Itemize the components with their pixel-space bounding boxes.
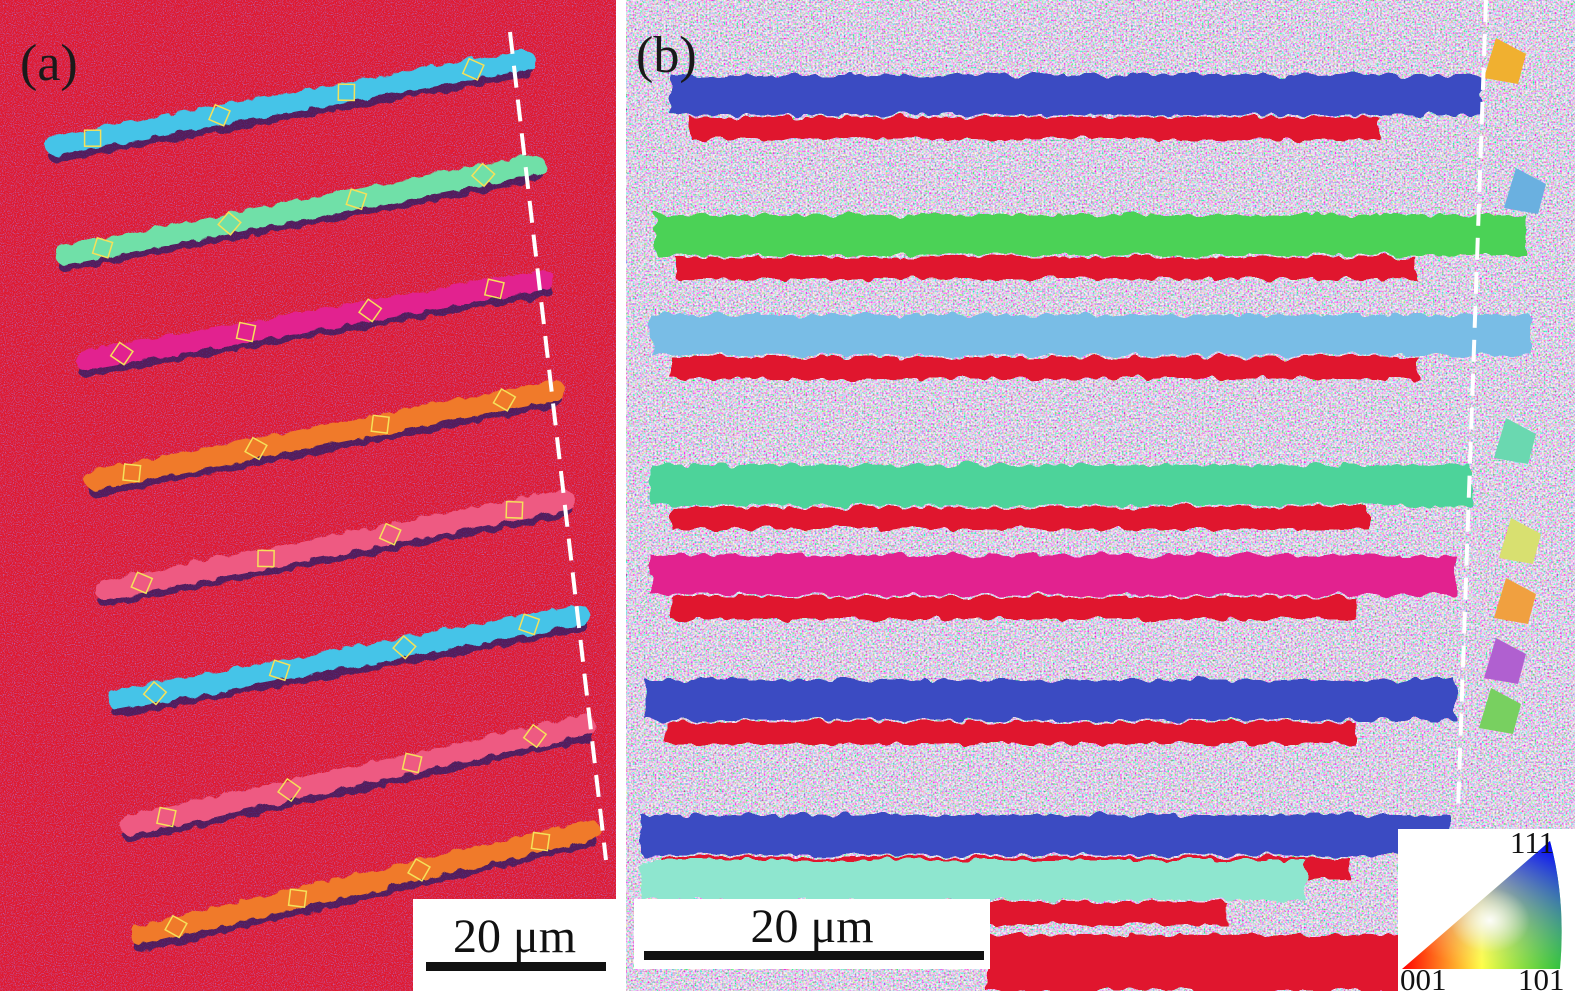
edge-grain-b xyxy=(1484,38,1526,84)
panel-a-ebsd-map: (a) 20 μm xyxy=(0,0,616,991)
orientation-cube-icon xyxy=(287,888,308,909)
red-underlayer-b xyxy=(676,257,1416,279)
panel-b-ebsd-map: (b) 20 μm xyxy=(626,0,1575,991)
orientation-cube-icon xyxy=(392,634,417,660)
grain-band-b xyxy=(641,815,1451,855)
orientation-cube-icon xyxy=(461,57,485,81)
red-underlayer-b xyxy=(666,722,1355,744)
orientation-cube-icon xyxy=(530,831,551,852)
orientation-cube-icon xyxy=(277,777,302,803)
orientation-cube-icon xyxy=(257,549,275,568)
grain-band-b xyxy=(651,465,1471,505)
ipf-pole-111: 111 xyxy=(1510,825,1555,860)
orientation-cube-icon xyxy=(91,236,114,259)
edge-grain-b xyxy=(1504,168,1546,214)
orientation-cube-icon xyxy=(156,806,177,828)
red-underlayer-b xyxy=(671,507,1368,529)
grain-bands-a xyxy=(45,50,600,952)
orientation-cubes-a xyxy=(83,57,551,939)
scale-bar-b: 20 μm xyxy=(634,899,990,969)
grain-band-a xyxy=(130,820,600,945)
boundary-dashed-line-a xyxy=(508,31,608,861)
grain-band-a xyxy=(55,155,545,265)
orientation-cube-icon xyxy=(268,659,291,682)
orientation-cube-icon xyxy=(483,278,505,300)
grain-band-a xyxy=(45,50,535,155)
edge-grains-b xyxy=(1479,38,1546,734)
red-underlayer-b xyxy=(691,117,1380,139)
scale-bar-label-a: 20 μm xyxy=(452,910,577,963)
grain-band-b xyxy=(656,215,1526,255)
orientation-cube-icon xyxy=(370,414,390,434)
grain-band-a xyxy=(85,380,565,490)
orientation-cube-icon xyxy=(208,103,231,127)
ipf-color-key: 111 001 101 xyxy=(1398,825,1575,997)
orientation-cube-icon xyxy=(407,857,431,882)
grain-band-b xyxy=(671,75,1481,115)
grain-band-b xyxy=(651,555,1456,595)
edge-grain-b xyxy=(1499,518,1541,564)
grain-band-a xyxy=(95,490,575,600)
panel-label-b: (b) xyxy=(636,27,697,84)
edge-grain-b xyxy=(1494,418,1536,464)
orientation-cube-icon xyxy=(122,463,142,483)
grain-bands-b xyxy=(641,75,1575,991)
orientation-cube-icon xyxy=(470,162,496,188)
panel-a-ipf-map xyxy=(0,0,616,991)
orientation-cube-icon xyxy=(142,680,168,706)
edge-grain-b xyxy=(1484,638,1526,684)
grain-band-a xyxy=(75,270,555,370)
grain-band-a xyxy=(120,715,595,835)
ipf-pole-101: 101 xyxy=(1518,962,1565,997)
edge-grain-b xyxy=(1494,578,1536,624)
orientation-cube-icon xyxy=(522,723,548,749)
orientation-cube-icon xyxy=(217,211,242,236)
orientation-cube-icon xyxy=(505,500,524,519)
orientation-cube-icon xyxy=(244,436,268,461)
scale-bar-label-b: 20 μm xyxy=(750,900,874,953)
grain-band-b xyxy=(651,315,1531,355)
grain-band-b xyxy=(646,680,1456,720)
orientation-cube-icon xyxy=(492,387,517,412)
scale-bar-a: 20 μm xyxy=(413,899,616,991)
orientation-cube-icon xyxy=(164,914,188,939)
scale-bar-line-b xyxy=(644,951,984,960)
ipf-triangle xyxy=(1402,841,1562,969)
orientation-cube-icon xyxy=(378,522,402,546)
ipf-pole-001: 001 xyxy=(1400,962,1447,997)
panel-label-a: (a) xyxy=(20,35,78,92)
orientation-cube-icon xyxy=(130,571,154,595)
orientation-cube-icon xyxy=(518,613,541,636)
edge-grain-b xyxy=(1479,688,1521,734)
orientation-cube-icon xyxy=(358,298,383,323)
orientation-cube-icon xyxy=(337,83,356,102)
orientation-cube-icon xyxy=(401,752,423,774)
orientation-cube-icon xyxy=(345,188,368,211)
orientation-cube-icon xyxy=(83,129,102,147)
red-underlayer-b xyxy=(671,357,1419,379)
scale-bar-line-a xyxy=(426,962,606,971)
grain-band-b xyxy=(641,860,1306,900)
red-underlayer-b xyxy=(671,597,1356,619)
panel-b-ipf-map xyxy=(626,0,1575,991)
grain-band-a xyxy=(108,605,590,710)
orientation-cube-icon xyxy=(109,341,134,366)
orientation-cube-icon xyxy=(235,321,257,343)
